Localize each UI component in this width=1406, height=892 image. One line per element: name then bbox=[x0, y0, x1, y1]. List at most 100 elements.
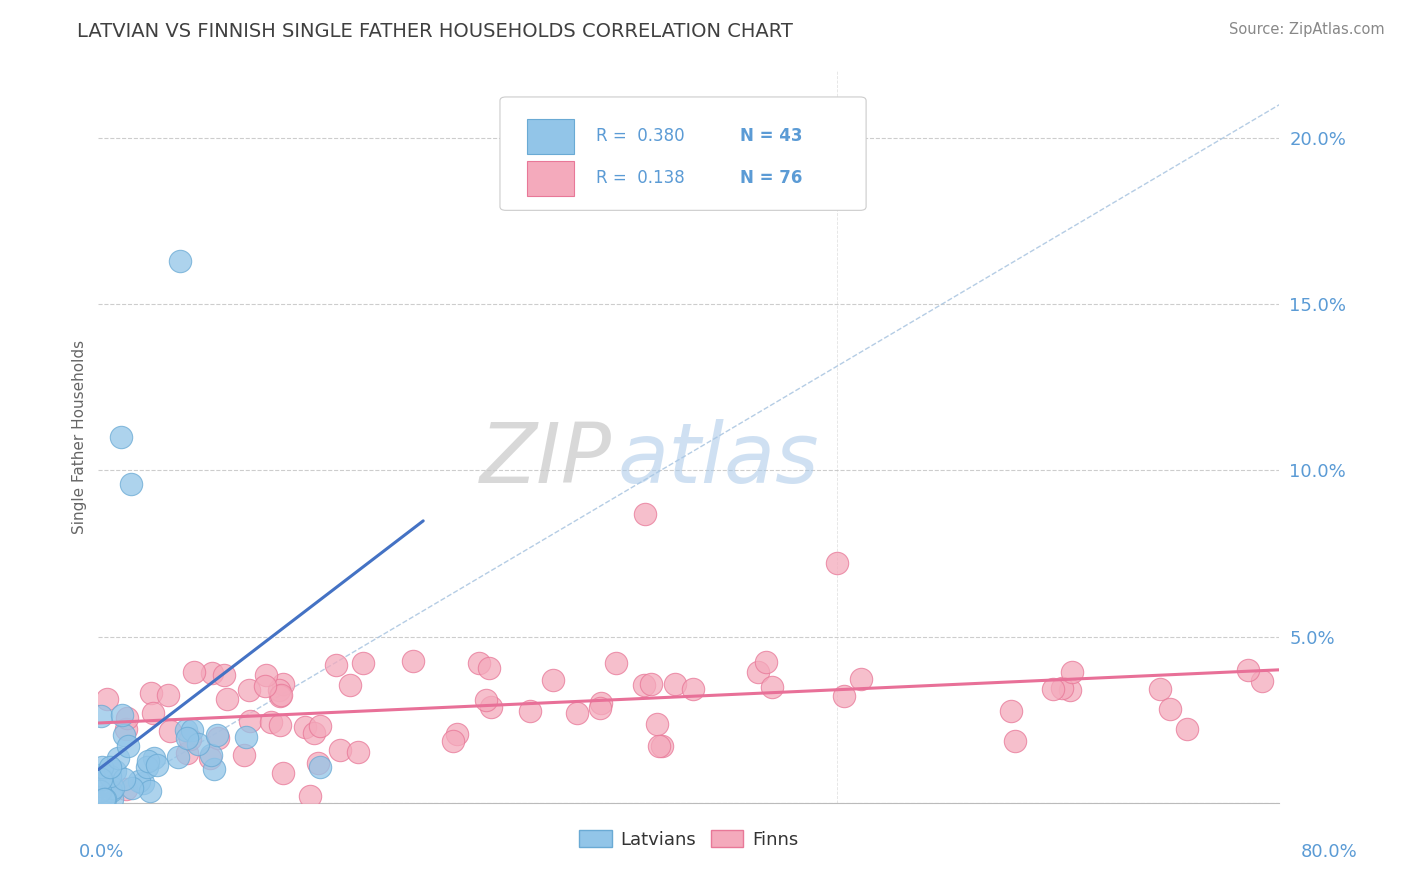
Point bbox=[89, 792, 111, 806]
Point bbox=[174, 723, 197, 737]
Point bbox=[325, 658, 347, 673]
Point bbox=[115, 722, 138, 736]
Point bbox=[93, 774, 115, 789]
Point bbox=[202, 763, 225, 777]
Point bbox=[651, 739, 673, 753]
Point bbox=[136, 754, 159, 768]
Point bbox=[1050, 681, 1073, 695]
Point bbox=[121, 780, 143, 795]
Point bbox=[339, 678, 361, 692]
Text: R =  0.138: R = 0.138 bbox=[596, 169, 685, 187]
Point bbox=[101, 781, 124, 796]
Y-axis label: Single Father Households: Single Father Households bbox=[72, 340, 87, 534]
Point bbox=[232, 748, 254, 763]
Legend: Latvians, Finns: Latvians, Finns bbox=[572, 823, 806, 856]
Point bbox=[96, 692, 118, 706]
Point bbox=[176, 731, 198, 746]
Point bbox=[682, 682, 704, 697]
Point bbox=[111, 707, 134, 722]
Point bbox=[238, 682, 260, 697]
Point bbox=[112, 728, 135, 742]
FancyBboxPatch shape bbox=[527, 119, 575, 154]
Point bbox=[200, 665, 222, 680]
Point bbox=[270, 689, 292, 703]
Point bbox=[128, 774, 150, 789]
Point bbox=[117, 739, 139, 754]
Point bbox=[104, 764, 127, 778]
Point bbox=[98, 760, 121, 774]
Point bbox=[1251, 673, 1274, 688]
Point bbox=[115, 711, 138, 725]
Point bbox=[176, 746, 198, 760]
Point bbox=[269, 689, 291, 703]
Point bbox=[755, 655, 778, 669]
Point bbox=[1149, 681, 1171, 696]
Point bbox=[832, 690, 855, 704]
FancyBboxPatch shape bbox=[527, 161, 575, 195]
Point bbox=[1042, 682, 1064, 697]
Point bbox=[89, 770, 111, 784]
Point bbox=[747, 665, 769, 679]
Point bbox=[136, 760, 159, 774]
Point bbox=[446, 726, 468, 740]
Point bbox=[329, 742, 352, 756]
Point bbox=[402, 654, 425, 668]
Point bbox=[352, 656, 374, 670]
Point bbox=[849, 673, 872, 687]
Point bbox=[541, 673, 564, 688]
Point bbox=[294, 720, 316, 734]
Point bbox=[159, 724, 181, 739]
Point bbox=[519, 704, 541, 718]
Point bbox=[441, 734, 464, 748]
Text: R =  0.380: R = 0.380 bbox=[596, 128, 685, 145]
Point bbox=[107, 750, 129, 764]
Text: LATVIAN VS FINNISH SINGLE FATHER HOUSEHOLDS CORRELATION CHART: LATVIAN VS FINNISH SINGLE FATHER HOUSEHO… bbox=[77, 22, 793, 41]
Point bbox=[120, 476, 142, 491]
Point bbox=[271, 676, 294, 690]
Point bbox=[589, 696, 612, 710]
Point bbox=[640, 677, 662, 691]
Point bbox=[90, 760, 112, 774]
Point bbox=[183, 665, 205, 679]
Point bbox=[1159, 701, 1181, 715]
Point bbox=[567, 706, 589, 720]
Point bbox=[214, 668, 236, 682]
Point bbox=[138, 784, 160, 798]
Point bbox=[181, 723, 204, 737]
Point bbox=[634, 507, 657, 521]
Point bbox=[179, 731, 201, 746]
Text: N = 43: N = 43 bbox=[740, 128, 803, 145]
Point bbox=[1004, 734, 1026, 748]
Point bbox=[205, 728, 228, 742]
Point bbox=[648, 739, 671, 753]
Point bbox=[259, 714, 281, 729]
Point bbox=[267, 682, 290, 697]
Text: 80.0%: 80.0% bbox=[1301, 843, 1357, 861]
Text: N = 76: N = 76 bbox=[740, 169, 801, 187]
Point bbox=[142, 706, 165, 720]
Point bbox=[90, 779, 112, 793]
Point bbox=[1237, 663, 1260, 677]
Point bbox=[633, 678, 655, 692]
Point bbox=[1059, 683, 1081, 698]
Point bbox=[90, 709, 112, 723]
Point bbox=[307, 756, 329, 770]
Point bbox=[309, 760, 332, 774]
Point bbox=[200, 751, 222, 765]
Point bbox=[93, 792, 115, 806]
Point bbox=[139, 686, 162, 700]
Text: ZIP: ZIP bbox=[481, 418, 612, 500]
Point bbox=[169, 253, 191, 268]
Point bbox=[235, 731, 257, 745]
Point bbox=[207, 731, 229, 746]
Point bbox=[588, 700, 610, 714]
Point bbox=[101, 792, 124, 806]
Point bbox=[100, 784, 122, 798]
Point bbox=[1175, 722, 1198, 736]
Point bbox=[605, 656, 627, 670]
Point bbox=[254, 667, 277, 681]
Text: atlas: atlas bbox=[619, 418, 820, 500]
Point bbox=[647, 717, 669, 731]
Point bbox=[479, 699, 502, 714]
Point bbox=[187, 737, 209, 751]
